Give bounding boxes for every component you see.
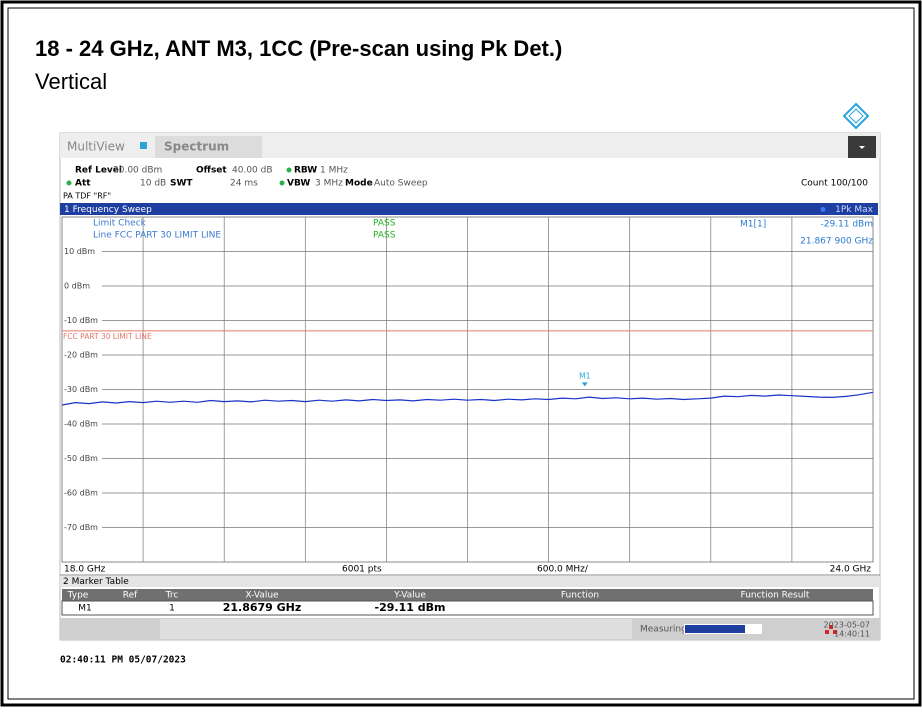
marker-table-cell: M1	[78, 604, 92, 614]
marker-table-header	[62, 589, 873, 601]
marker-table-row	[61, 600, 874, 616]
setting-value: 40.00 dB	[232, 166, 273, 176]
progress-bar	[684, 624, 762, 634]
marker-name: M1	[579, 371, 590, 380]
limit-check-result: PASS	[373, 219, 396, 229]
setting-value: 10 dB	[140, 179, 166, 189]
setting-label: Att	[75, 179, 91, 189]
y-tick-label: -30 dBm	[64, 385, 98, 394]
marker-table-column: Type	[67, 591, 89, 601]
setting-label: RBW	[294, 166, 317, 176]
marker-table-column: X-Value	[245, 591, 279, 601]
tab-label[interactable]: Spectrum	[164, 140, 229, 154]
y-tick-label: 10 dBm	[64, 247, 95, 256]
tab[interactable]	[155, 136, 262, 158]
setting-value: 3 MHz	[315, 179, 343, 189]
setting-label: Mode	[345, 179, 373, 189]
sweep-count: Count 100/100	[801, 179, 868, 189]
marker-table-title: 2 Marker Table	[63, 577, 129, 587]
limit-line-label: FCC PART 30 LIMIT LINE	[63, 332, 152, 341]
input-label: PA TDF "RF"	[63, 192, 111, 201]
limit-check-title: Limit Check	[93, 219, 147, 229]
marker-table-cell: 1	[169, 604, 175, 614]
y-tick-label: -40 dBm	[64, 420, 98, 429]
marker-table-bar	[60, 576, 880, 587]
setting-label: SWT	[170, 179, 193, 189]
y-tick-label: -10 dBm	[64, 316, 98, 325]
marker	[581, 382, 588, 387]
marker-x-readout: 21.867 900 GHz	[800, 237, 873, 247]
brand-logo	[842, 102, 870, 130]
report-subtitle: Vertical	[35, 69, 107, 94]
app-name: MultiView	[67, 140, 125, 154]
status-dot	[279, 180, 285, 186]
marker-table-column: Trc	[165, 591, 179, 601]
marker-y-readout: -29.11 dBm	[820, 220, 873, 230]
y-tick-label: -60 dBm	[64, 489, 98, 498]
status-dot	[286, 167, 292, 173]
trace-legend: 1Pk Max	[835, 205, 874, 215]
network-icon	[825, 625, 837, 634]
limit-check-line: Line FCC PART 30 LIMIT LINE	[93, 231, 221, 241]
status-state: Measuring...	[640, 625, 695, 635]
trace-dot	[820, 207, 826, 212]
marker-table-cell: 21.8679 GHz	[223, 601, 302, 614]
marker-table-column: Function Result	[741, 591, 810, 601]
setting-value: Auto Sweep	[374, 179, 428, 189]
page-border-inner	[7, 7, 915, 700]
setting-value: 1 MHz	[320, 166, 348, 176]
y-tick-label: -50 dBm	[64, 454, 98, 463]
window-title: 1 Frequency Sweep	[64, 205, 152, 215]
span-per-div: 600.0 MHz/	[537, 565, 589, 575]
menu-arrow	[859, 146, 865, 149]
limit-check-line-result: PASS	[373, 231, 396, 241]
setting-value: 20.00 dBm	[113, 166, 162, 176]
x-tick-label: 24.0 GHz	[830, 565, 872, 575]
marker-ref: M1[1]	[740, 220, 766, 230]
marker-table-column: Y-Value	[393, 591, 426, 601]
sweep-points: 6001 pts	[342, 565, 382, 575]
setting-label: Ref Level	[75, 166, 122, 176]
y-tick-label: -20 dBm	[64, 351, 98, 360]
setting-label: Offset	[196, 166, 227, 176]
status-date: 2023-05-07	[824, 621, 871, 630]
marker-table-column: Ref	[123, 591, 138, 601]
y-tick-label: -70 dBm	[64, 523, 98, 532]
x-tick-label: 18.0 GHz	[64, 565, 106, 575]
capture-timestamp: 02:40:11 PM 05/07/2023	[60, 655, 186, 666]
report-title: 18 - 24 GHz, ANT M3, 1CC (Pre-scan using…	[35, 36, 562, 61]
status-time: 14:40:11	[834, 630, 870, 639]
marker-table-column: Function	[561, 591, 599, 601]
setting-label: VBW	[287, 179, 310, 189]
status-segment	[160, 619, 632, 639]
window-bar	[60, 203, 878, 215]
marker-table-cell: -29.11 dBm	[375, 601, 446, 614]
tab-icon	[140, 142, 147, 149]
setting-value: 24 ms	[230, 179, 258, 189]
y-tick-label: 0 dBm	[64, 282, 90, 291]
status-dot	[66, 180, 72, 186]
trace	[61, 391, 874, 406]
